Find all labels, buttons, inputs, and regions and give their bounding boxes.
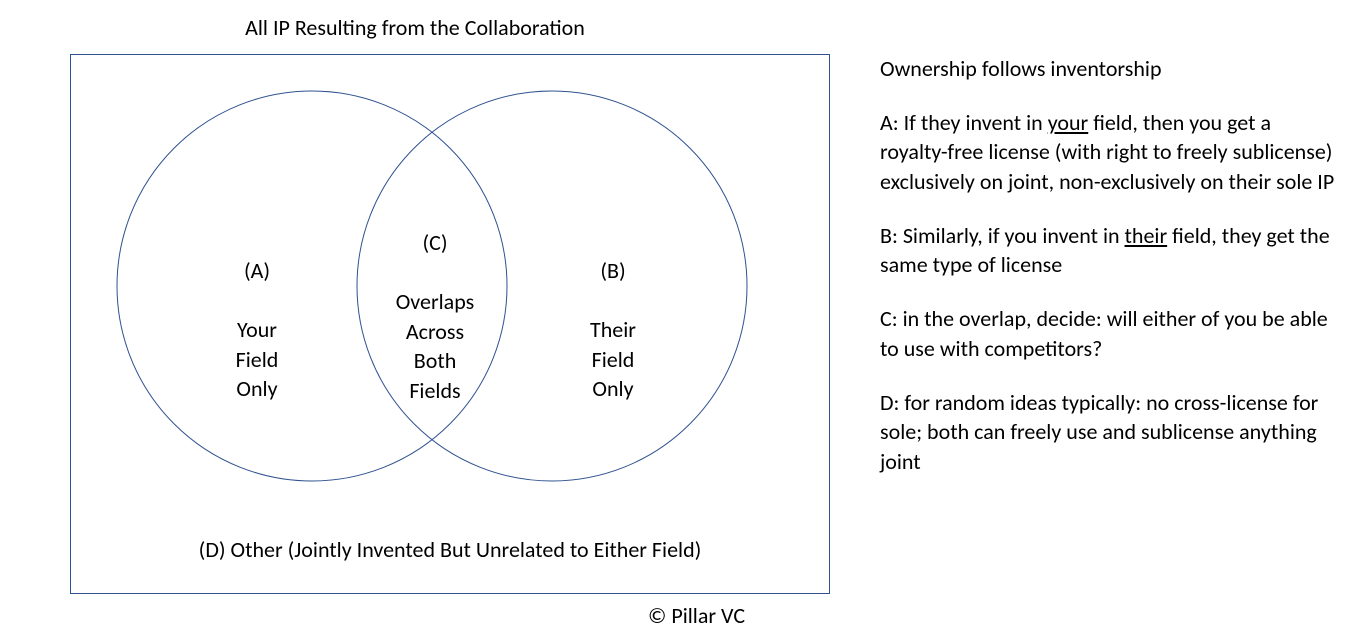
sidebar-text: Ownership follows inventorship A: If the… — [880, 54, 1340, 501]
sidebar-b-underline: their — [1125, 222, 1168, 249]
region-a-tag: (A) — [244, 257, 270, 284]
sidebar-b: B: Similarly, if you invent in their fie… — [880, 221, 1340, 280]
copyright: © Pillar VC — [648, 602, 745, 629]
sidebar-b-pre: B: Similarly, if you invent in — [880, 222, 1125, 249]
sidebar-a-pre: A: If they invent in — [880, 109, 1048, 136]
region-a-lines: Your Field Only — [236, 316, 279, 402]
region-c-lines: Overlaps Across Both Fields — [396, 288, 475, 404]
sidebar-a-underline: your — [1048, 109, 1089, 136]
sidebar-a: A: If they invent in your field, then yo… — [880, 108, 1340, 197]
region-b-tag: (B) — [600, 257, 625, 284]
region-c-label: (C) Overlaps Across Both Fields — [380, 198, 490, 406]
sidebar-d: D: for random ideas typically: no cross-… — [880, 388, 1340, 477]
region-b-label: (B) Their Field Only — [568, 226, 658, 404]
sidebar-c: C: in the overlap, decide: will either o… — [880, 304, 1340, 363]
region-c-tag: (C) — [422, 229, 447, 256]
region-b-lines: Their Field Only — [590, 316, 636, 402]
region-d-label: (D) Other (Jointly Invented But Unrelate… — [110, 536, 790, 563]
sidebar-heading: Ownership follows inventorship — [880, 54, 1340, 84]
region-a-label: (A) Your Field Only — [212, 226, 302, 404]
